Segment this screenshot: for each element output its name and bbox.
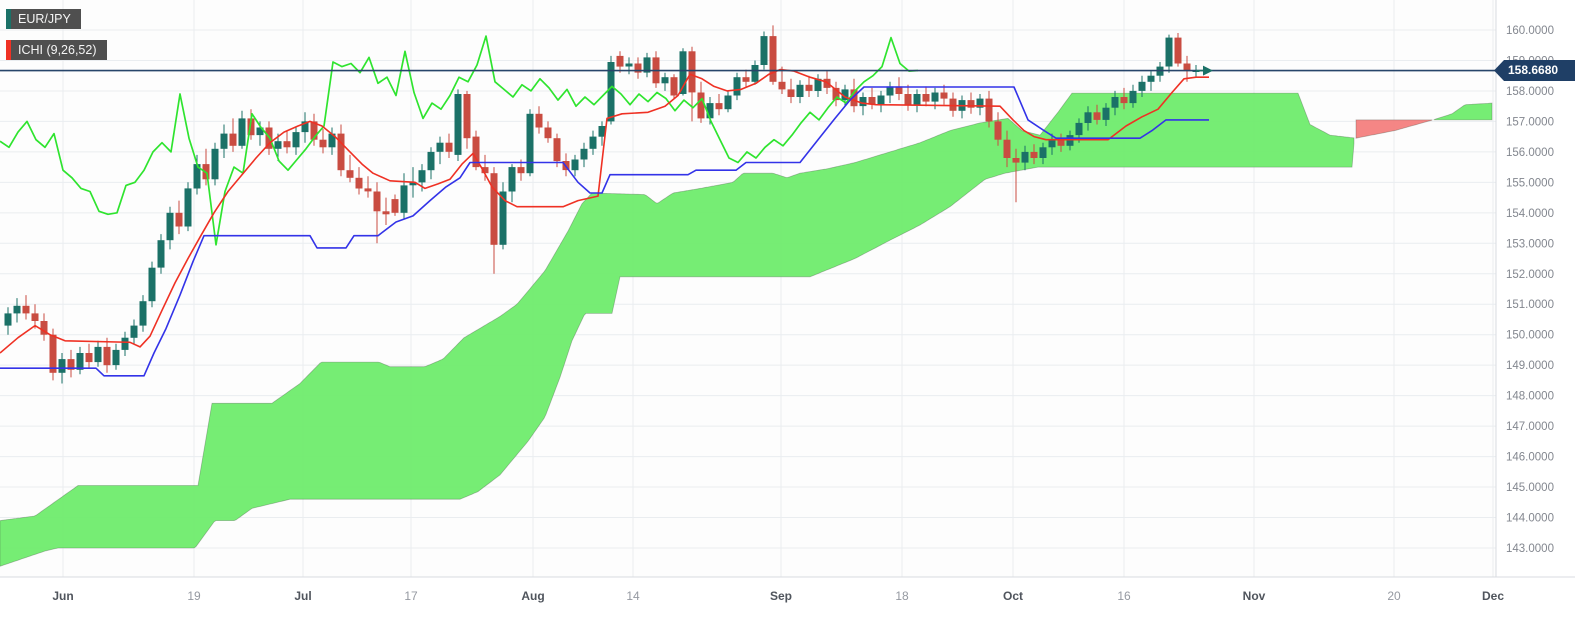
time-axis-panel: [0, 577, 1575, 620]
svg-text:144.0000: 144.0000: [1506, 513, 1554, 525]
price-axis[interactable]: 160.0000159.0000158.0000157.0000156.0000…: [1506, 25, 1554, 555]
svg-text:Sep: Sep: [770, 589, 792, 603]
candles-layer: [4, 25, 1200, 384]
chikou-line: [0, 35, 919, 246]
current-price-badge: 158.6680: [1494, 60, 1575, 81]
svg-text:145.0000: 145.0000: [1506, 482, 1554, 494]
ichimoku-cloud: [0, 92, 1493, 567]
svg-text:149.0000: 149.0000: [1506, 360, 1554, 372]
tenkan-line: [0, 68, 1209, 354]
svg-text:Jul: Jul: [294, 589, 311, 603]
indicator-badge[interactable]: ICHI (9,26,52): [6, 40, 107, 60]
symbol-badge: EUR/JPY: [6, 9, 81, 29]
svg-text:16: 16: [1117, 589, 1131, 603]
svg-text:18: 18: [895, 589, 909, 603]
svg-text:148.0000: 148.0000: [1506, 391, 1554, 403]
svg-text:Oct: Oct: [1003, 589, 1023, 603]
svg-text:Aug: Aug: [521, 589, 544, 603]
time-axis[interactable]: Jun 19 Jul 17 Aug 14 Sep 18 Oct 16 Nov 20 Dec: [52, 589, 1504, 603]
svg-text:Jun: Jun: [52, 589, 73, 603]
svg-text:151.0000: 151.0000: [1506, 299, 1554, 311]
svg-text:17: 17: [404, 589, 418, 603]
svg-text:19: 19: [187, 589, 201, 603]
kijun-line: [0, 86, 1209, 377]
svg-text:146.0000: 146.0000: [1506, 452, 1554, 464]
svg-text:160.0000: 160.0000: [1506, 25, 1554, 37]
svg-text:157.0000: 157.0000: [1506, 116, 1554, 128]
last-price-arrow-icon: [1196, 65, 1213, 76]
svg-text:150.0000: 150.0000: [1506, 330, 1554, 342]
svg-text:152.0000: 152.0000: [1506, 269, 1554, 281]
svg-text:20: 20: [1387, 589, 1401, 603]
svg-text:Nov: Nov: [1243, 589, 1266, 603]
svg-text:153.0000: 153.0000: [1506, 238, 1554, 250]
svg-text:158.0000: 158.0000: [1506, 86, 1554, 98]
grid-layer: [0, 0, 1496, 577]
svg-text:155.0000: 155.0000: [1506, 177, 1554, 189]
svg-text:14: 14: [626, 589, 640, 603]
price-axis-panel: [1496, 0, 1575, 620]
svg-text:154.0000: 154.0000: [1506, 208, 1554, 220]
svg-text:147.0000: 147.0000: [1506, 421, 1554, 433]
svg-text:156.0000: 156.0000: [1506, 147, 1554, 159]
svg-text:143.0000: 143.0000: [1506, 543, 1554, 555]
svg-text:Dec: Dec: [1482, 589, 1504, 603]
